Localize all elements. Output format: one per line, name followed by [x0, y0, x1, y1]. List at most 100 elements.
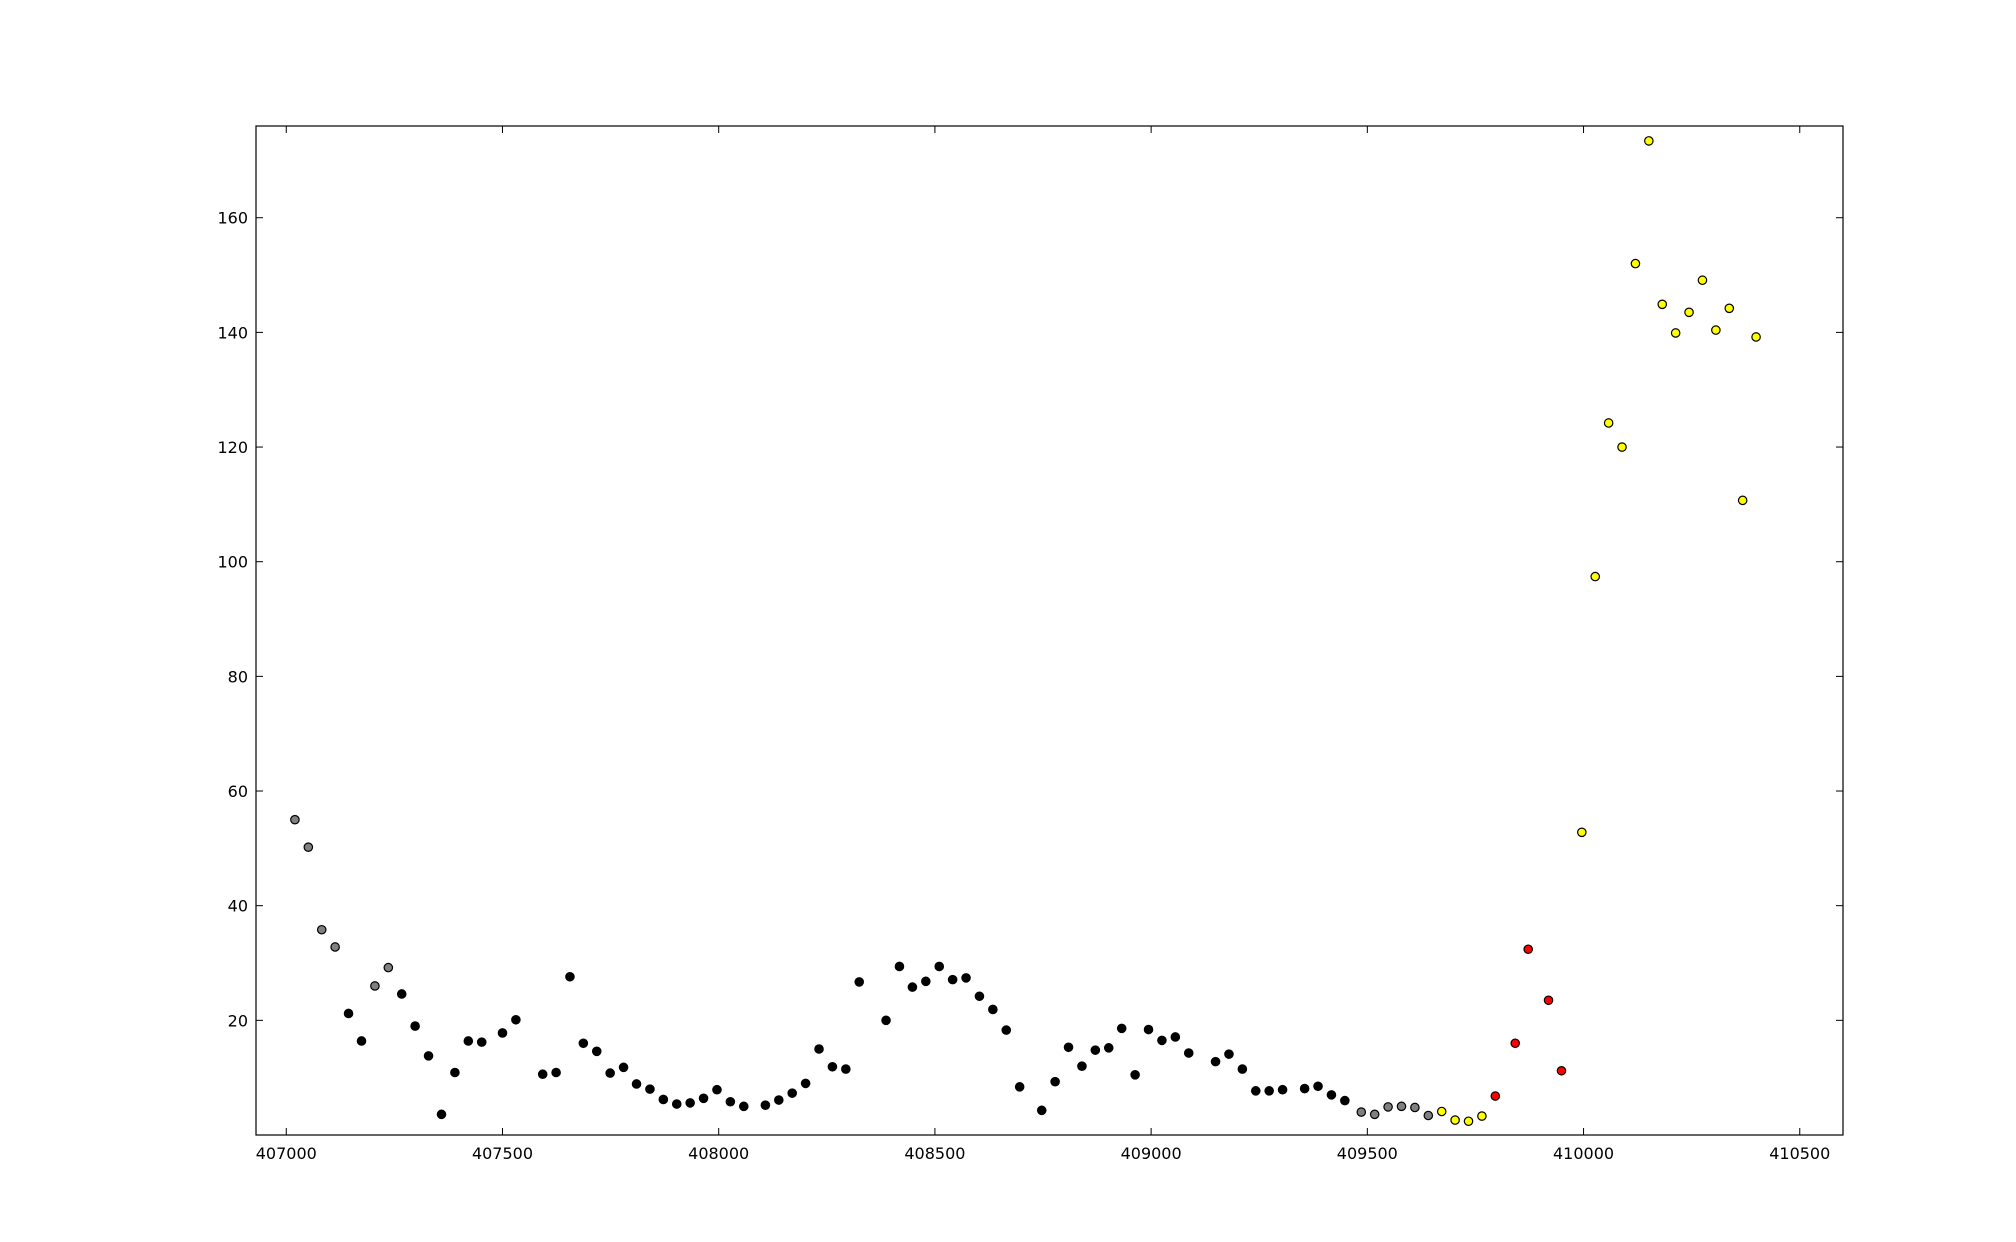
data-point [1063, 1042, 1074, 1053]
data-point [436, 1109, 447, 1120]
data-point [1170, 1032, 1181, 1042]
data-point [1036, 1105, 1047, 1116]
data-point [685, 1098, 695, 1108]
data-point [1410, 1102, 1420, 1113]
data-point [1130, 1070, 1140, 1080]
data-point [1264, 1086, 1274, 1096]
data-point [551, 1067, 561, 1078]
data-point [947, 974, 958, 985]
data-point [1644, 136, 1654, 146]
data-point [396, 989, 407, 999]
data-points [290, 136, 1761, 1127]
data-point [463, 1036, 474, 1046]
data-point [1697, 275, 1708, 286]
plot-area [255, 125, 1844, 1136]
x-tick-label: 407000 [256, 1144, 317, 1163]
data-point [961, 973, 971, 983]
data-point [1577, 827, 1587, 838]
y-tick-label: 80 [228, 667, 248, 686]
data-point [423, 1051, 434, 1061]
data-point [1670, 328, 1681, 338]
data-point [934, 961, 945, 972]
data-point [1617, 442, 1627, 452]
data-point [537, 1069, 548, 1080]
axis-ticks: 407000 407500 408000 408500 409000 409500 4100… [217, 126, 1843, 1163]
data-point [1737, 495, 1748, 506]
data-point [1436, 1106, 1447, 1117]
data-point [800, 1078, 811, 1089]
x-tick-label: 410500 [1769, 1144, 1830, 1163]
data-point [591, 1046, 602, 1057]
data-point [1556, 1065, 1567, 1076]
x-tick-label: 409500 [1337, 1144, 1398, 1163]
x-tick-label: 408500 [904, 1144, 965, 1163]
data-point [290, 814, 300, 825]
data-point [1751, 332, 1761, 342]
y-tick-label: 40 [228, 897, 248, 916]
y-tick-label: 20 [228, 1011, 248, 1030]
data-point [1224, 1049, 1234, 1059]
series-group [290, 814, 1434, 1121]
series-group [1436, 136, 1761, 1127]
data-point [1143, 1024, 1154, 1035]
data-point [450, 1067, 460, 1078]
data-point [1510, 1038, 1521, 1049]
series-group [343, 961, 1350, 1120]
data-point [1523, 944, 1533, 955]
data-point [1340, 1095, 1350, 1106]
data-point [565, 971, 575, 982]
data-point [698, 1093, 709, 1104]
data-point [605, 1068, 615, 1078]
y-tick-label: 60 [228, 782, 248, 801]
data-point [618, 1062, 629, 1073]
x-tick-label: 410000 [1553, 1144, 1614, 1163]
data-point [1396, 1101, 1407, 1112]
data-point [894, 961, 905, 972]
data-point [631, 1079, 642, 1089]
data-point [410, 1021, 420, 1031]
data-point [370, 981, 380, 991]
data-point [1001, 1025, 1012, 1035]
data-point [497, 1028, 508, 1038]
data-point [1423, 1110, 1434, 1121]
x-tick-label: 409000 [1121, 1144, 1182, 1163]
data-point [1711, 325, 1721, 335]
data-point [841, 1064, 851, 1074]
data-point [1490, 1091, 1501, 1101]
data-point [1277, 1084, 1288, 1095]
data-point [854, 977, 865, 987]
data-point [1590, 571, 1601, 582]
data-point [907, 982, 918, 992]
data-point [1313, 1081, 1323, 1092]
data-point [760, 1100, 771, 1110]
data-point [1724, 303, 1735, 314]
data-point [725, 1096, 736, 1107]
x-tick-label: 408000 [688, 1144, 749, 1163]
data-point [1630, 258, 1641, 269]
data-point [1356, 1107, 1367, 1117]
y-tick-label: 140 [217, 323, 248, 342]
data-point [988, 1004, 998, 1015]
data-point [881, 1015, 891, 1026]
data-point [511, 1014, 521, 1025]
data-point [827, 1061, 838, 1072]
data-point [1450, 1115, 1460, 1125]
y-tick-label: 100 [217, 553, 248, 572]
data-point [383, 962, 394, 973]
data-point [658, 1094, 669, 1105]
series-group [1490, 944, 1567, 1101]
data-point [1237, 1064, 1248, 1074]
data-point [1299, 1083, 1310, 1094]
data-point [343, 1008, 354, 1019]
data-point [1603, 418, 1614, 428]
data-point [1369, 1109, 1380, 1120]
data-point [1014, 1082, 1025, 1092]
y-tick-label: 120 [217, 438, 248, 457]
data-point [1657, 299, 1668, 310]
plot-frame [255, 125, 1844, 1136]
data-point [1684, 307, 1694, 318]
data-point [1250, 1086, 1261, 1096]
data-point [671, 1099, 682, 1109]
